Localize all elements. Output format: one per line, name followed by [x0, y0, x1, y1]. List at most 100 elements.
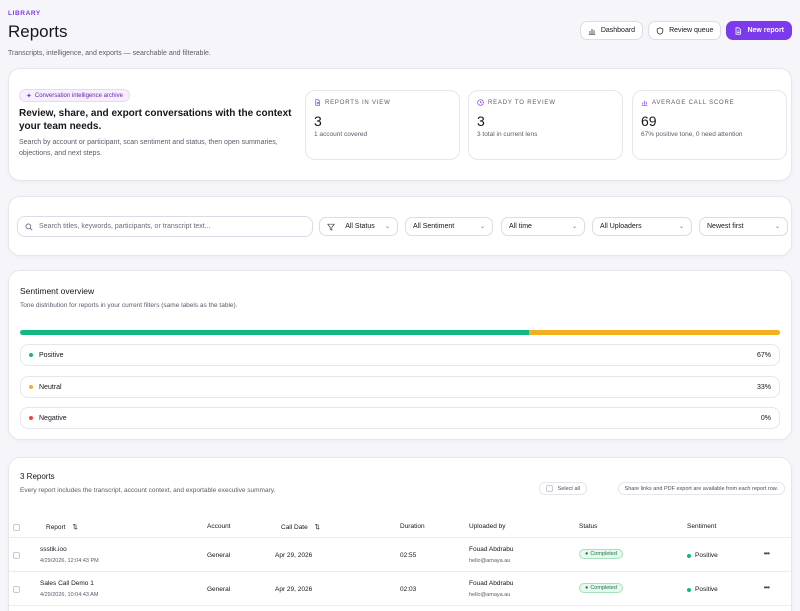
positive-dot: [29, 353, 33, 357]
positive-segment: [20, 330, 530, 335]
sentiment-cell: Positive: [687, 586, 718, 593]
table-row[interactable]: ssstik.ioo 4/29/2026, 12:04:43 PM General…: [9, 538, 791, 572]
column-account: Account: [207, 523, 231, 530]
chevron-down-icon: ⌄: [571, 224, 577, 230]
sentiment-row-label: Neutral: [39, 383, 62, 391]
sentiment-overview-card: Sentiment overview Tone distribution for…: [8, 270, 792, 440]
shield-icon: [656, 26, 664, 35]
sentiment-row-negative[interactable]: Negative 0%: [20, 407, 780, 429]
call-date-cell: Apr 29, 2026: [275, 586, 313, 593]
hero-description: Search by account or participant, scan s…: [19, 139, 278, 157]
more-options-icon[interactable]: •••: [763, 549, 770, 558]
document-icon: [736, 26, 742, 35]
sentiment-distribution-bar: [20, 330, 780, 335]
header-checkbox[interactable]: [13, 524, 20, 531]
page-subtitle: Transcripts, intelligence, and exports —…: [8, 50, 211, 57]
sentiment-filter[interactable]: All Sentiment ⌄: [405, 217, 493, 236]
stat-note: 67% positive tone, 0 need attention: [641, 131, 743, 138]
uploader-name: Fouad Abdrabu: [469, 546, 514, 553]
stat-note: 1 account covered: [314, 131, 368, 138]
page-eyebrow: LIBRARY: [8, 10, 41, 17]
stat-label: REPORTS IN VIEW: [325, 99, 391, 106]
filters-card: Search titles, keywords, participants, o…: [8, 196, 792, 256]
reports-count: 3 Reports: [20, 472, 55, 481]
table-row[interactable]: Sales Call Demo 1 4/29/2026, 10:04:43 AM …: [9, 572, 791, 606]
stat-label: AVERAGE CALL SCORE: [652, 99, 735, 106]
sentiment-subtitle: Tone distribution for reports in your cu…: [20, 302, 238, 309]
positive-dot: [687, 587, 691, 592]
column-report[interactable]: Report ⇅: [46, 523, 78, 531]
archive-pill: ✦ Conversation intelligence archive: [19, 89, 130, 102]
report-cell[interactable]: Sales Call Demo 1 4/29/2026, 10:04:43 AM: [40, 578, 98, 601]
table-header: Report ⇅ Account Call Date ⇅ Duration Up…: [9, 516, 791, 538]
time-filter[interactable]: All time ⌄: [501, 217, 585, 236]
dashboard-button-label: Dashboard: [600, 27, 636, 34]
stat-reports-in-view: REPORTS IN VIEW 3 1 account covered: [305, 90, 460, 160]
sort-select[interactable]: Newest first ⌄: [699, 217, 788, 236]
filter-icon: [327, 223, 335, 231]
positive-dot: [687, 553, 691, 558]
review-queue-button[interactable]: Review queue: [648, 21, 722, 40]
report-name: Sales Call Demo 1: [40, 580, 94, 587]
sentiment-row-pct: 0%: [760, 414, 771, 422]
uploader-email: hello@amaya.au: [469, 592, 511, 598]
sentiment-row-pct: 33%: [756, 383, 771, 391]
document-icon: [315, 99, 320, 106]
search-placeholder: Search titles, keywords, participants, o…: [39, 223, 211, 230]
report-created: 4/29/2026, 12:04:43 PM: [40, 558, 99, 564]
sentiment-cell: Positive: [687, 552, 718, 559]
status-filter[interactable]: All Status ⌄: [319, 217, 398, 236]
bar-chart-icon: [588, 28, 596, 35]
search-input[interactable]: Search titles, keywords, participants, o…: [17, 216, 313, 237]
status-cell: ● Completed: [579, 549, 623, 559]
column-duration: Duration: [400, 523, 425, 530]
stat-note: 3 total in current lens: [477, 131, 538, 138]
uploaders-filter[interactable]: All Uploaders ⌄: [592, 217, 692, 236]
more-options-icon[interactable]: •••: [763, 583, 770, 592]
call-date-cell: Apr 29, 2026: [275, 552, 313, 559]
overview-card: ✦ Conversation intelligence archive Revi…: [8, 68, 792, 181]
stat-value: 69: [641, 113, 657, 129]
reports-subtitle: Every report includes the transcript, ac…: [20, 487, 276, 494]
column-uploaded-by: Uploaded by: [469, 523, 506, 530]
column-report-label: Report: [46, 524, 66, 531]
status-cell: ● Completed: [579, 583, 623, 593]
sentiment-row-neutral[interactable]: Neutral 33%: [20, 376, 780, 398]
sentiment-filter-value: All Sentiment: [413, 223, 455, 230]
column-call-date[interactable]: Call Date ⇅: [281, 523, 320, 531]
search-icon: [25, 223, 33, 231]
stat-value: 3: [314, 113, 322, 129]
clock-icon: [477, 99, 484, 106]
status-badge-label: Completed: [590, 585, 617, 591]
time-filter-value: All time: [509, 223, 532, 230]
sort-icon: ⇅: [314, 524, 320, 531]
duration-cell: 02:03: [400, 586, 417, 593]
sentiment-cell-label: Positive: [695, 586, 718, 593]
report-cell[interactable]: ssstik.ioo 4/29/2026, 12:04:43 PM: [40, 544, 99, 567]
sentiment-row-positive[interactable]: Positive 67%: [20, 344, 780, 366]
status-badge-label: Completed: [590, 551, 617, 557]
column-call-date-label: Call Date: [281, 524, 308, 531]
stat-value: 3: [477, 113, 485, 129]
sentiment-cell-label: Positive: [695, 552, 718, 559]
negative-dot: [29, 416, 33, 420]
account-cell: General: [207, 552, 231, 559]
uploader-cell: Fouad Abdrabu hello@amaya.au: [469, 578, 513, 601]
sort-icon: ⇅: [72, 524, 78, 531]
dashboard-button[interactable]: Dashboard: [579, 21, 644, 40]
hero-headline: Review, share, and export conversations …: [19, 108, 292, 132]
reports-table-card: 3 Reports Every report includes the tran…: [8, 457, 792, 611]
select-all-label: Select all: [557, 485, 580, 492]
select-all-button[interactable]: Select all: [538, 482, 587, 495]
sentiment-title: Sentiment overview: [20, 286, 95, 296]
new-report-button[interactable]: New report: [726, 21, 792, 40]
page-title: Reports: [8, 22, 68, 41]
row-checkbox[interactable]: [13, 586, 20, 593]
account-cell: General: [207, 586, 231, 593]
new-report-button-label: New report: [747, 27, 784, 34]
chevron-down-icon: ⌄: [678, 224, 684, 230]
row-checkbox[interactable]: [13, 552, 20, 559]
stat-label: READY TO REVIEW: [488, 99, 556, 106]
sentiment-row-label: Negative: [39, 414, 67, 422]
archive-pill-label: Conversation intelligence archive: [34, 92, 123, 99]
